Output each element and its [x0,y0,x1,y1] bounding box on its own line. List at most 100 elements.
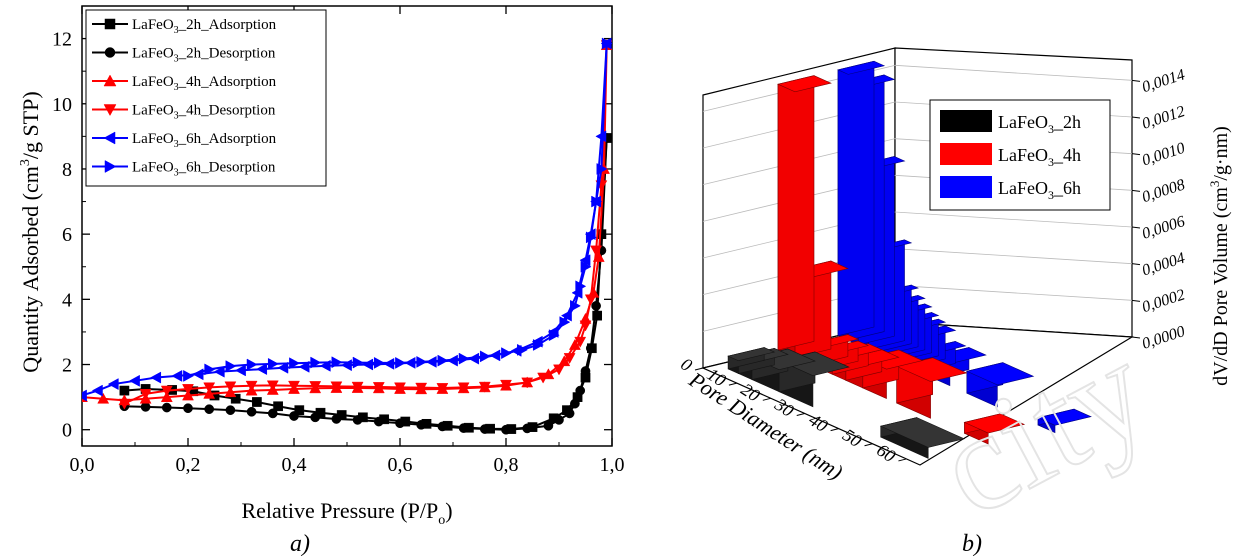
data-point [501,347,513,360]
bar-face-top [879,417,966,448]
data-point [273,401,283,412]
data-point [140,402,151,412]
data-point [458,352,470,365]
data-point [437,354,449,367]
data-point [559,316,571,329]
legend-entry: LaFeO3_4h_Desorption [92,103,276,122]
data-point [575,280,587,293]
legend-entry: LaFeO3_6h [940,176,1081,202]
y-tick-label: 0 [62,420,72,442]
pore-distribution-chart: 0 1020304050600,00000,00020,00040,00060,0… [677,47,1232,556]
legend-label: LaFeO3_4h_Desorption [132,103,276,122]
isotherm-legend: LaFeO3_2h_Adsorption LaFeO3_2h_Desorption… [85,9,327,187]
legend-entry: LaFeO3_2h [940,110,1081,136]
data-point [596,163,608,175]
volume-tick [1131,299,1141,302]
isotherm-series [82,37,612,435]
data-point [91,384,103,397]
diameter-tick [830,428,839,432]
bar-face-top [837,60,886,75]
caption-a: a) [290,531,310,556]
y-axis-label: Quantity Adsorbed (cm3/g STP) [18,91,43,372]
data-point [501,424,511,435]
diameter-tick [728,382,738,386]
bar-face-top [963,413,1026,434]
bars-3d [727,60,1092,459]
data-point [245,380,258,392]
data-point [436,383,449,395]
bar-face-top [727,347,776,361]
legend-label: LaFeO3_6h_Desorption [132,160,276,179]
data-point [267,408,278,419]
data-point [213,365,225,378]
data-point [553,364,565,376]
data-point [309,381,322,393]
data-point [458,423,469,433]
volume-tick [1131,153,1141,156]
volume-tick-label: 0,0008 [1140,176,1187,206]
data-point [564,408,575,419]
data-point [591,195,603,208]
data-point [118,398,131,410]
volume-tick-label: 0,0004 [1140,250,1187,280]
y-tick-label: 12 [52,29,72,51]
bar-row-black [727,347,966,459]
axis-ticks: 0,0 0,2 0,4 0,6 0,8 1,0 0 2 4 6 8 10 12 [52,6,625,476]
bar-face-side [837,60,875,337]
x-tick-label: 0,6 [388,454,413,476]
diameter-tick [864,443,873,447]
volume-tick [1131,226,1141,229]
bar-face-top [965,362,1035,386]
y-tick-label: 10 [52,94,72,116]
data-point [580,366,591,376]
x-tick-label: 0,0 [70,454,95,476]
data-point [277,361,289,374]
data-point [457,382,470,394]
data-point [246,406,257,417]
data-point [203,387,216,399]
data-point [373,416,384,427]
data-point [150,371,162,384]
data-point [203,382,216,394]
volume-tick-label: 0,0002 [1140,286,1187,316]
data-point [267,357,279,370]
legend-label: LaFeO3_4h_Adsorption [132,74,277,93]
data-point [585,231,597,244]
data-point [246,358,258,371]
diameter-tick-label: 0 [677,354,695,376]
diameter-tick [796,412,805,416]
pore-volume-axis-label: dV/dD Pore Volume (cm3/g·nm) [1207,126,1232,386]
y-tick-label: 6 [62,224,72,246]
data-point [182,384,194,396]
bar-row-red [777,75,1026,445]
data-point [570,398,580,409]
data-point [256,363,268,376]
data-point [104,47,116,58]
legend-entry: LaFeO3_2h_Adsorption [92,17,277,36]
data-point [352,415,363,425]
data-point [160,385,173,397]
series-6h-desorption [183,37,612,382]
legend-swatch [940,110,992,132]
data-point [310,412,321,423]
gridline [894,284,1133,301]
legend-entry: LaFeO3_6h_Adsorption [92,131,277,150]
data-point [289,357,301,370]
data-point [579,320,592,332]
data-point [395,418,405,429]
data-point [537,372,550,384]
legend-label: LaFeO3_6h_Adsorption [132,131,277,150]
data-point [352,356,364,369]
diameter-tick [762,397,771,401]
data-point [171,369,183,382]
legend-swatch [940,176,992,198]
data-point [225,360,237,373]
data-point [139,389,152,400]
bar-face-top [777,75,832,93]
y-tick-label: 2 [62,355,72,377]
gridline [894,211,1133,228]
data-point [585,343,596,354]
data-point [288,380,300,392]
data-point [82,389,87,402]
